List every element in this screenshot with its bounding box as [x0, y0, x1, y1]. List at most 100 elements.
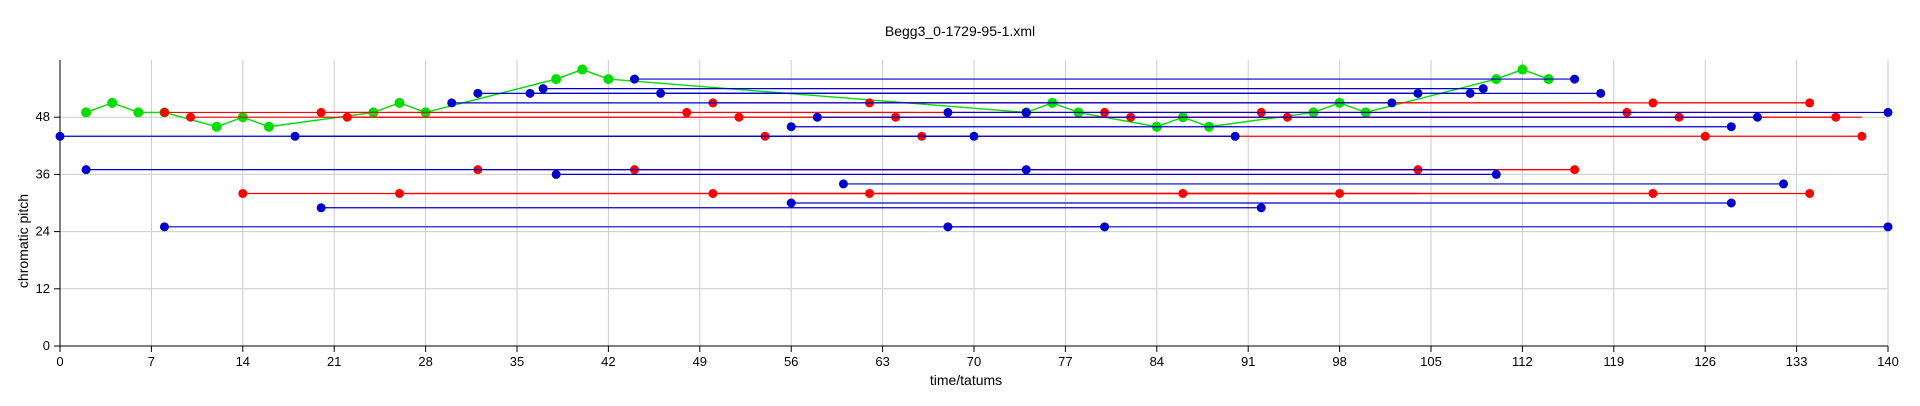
axes — [54, 60, 1889, 352]
note-point-red — [1178, 188, 1188, 198]
note-point-blue — [656, 88, 666, 98]
note-point-blue — [1021, 107, 1031, 117]
note-point-blue — [786, 122, 796, 132]
note-point-blue — [55, 131, 65, 141]
note-point-red — [734, 112, 744, 122]
note-point-blue — [1465, 88, 1475, 98]
series-blue — [55, 74, 1893, 232]
tick-labels: 0 7 14 21 28 35 42 49 56 63 70 77 84 91 98 105 112 119 126… — [36, 109, 1899, 369]
note-point-green — [577, 64, 588, 75]
note-point-blue — [1491, 169, 1501, 179]
note-point-blue — [538, 84, 548, 94]
note-point-blue — [1230, 131, 1240, 141]
note-point-blue — [551, 169, 561, 179]
note-point-green — [603, 74, 614, 85]
x-tick-label: 0 — [56, 354, 63, 369]
note-point-green — [133, 107, 144, 118]
x-tick-label: 42 — [601, 354, 615, 369]
note-point-blue — [1413, 88, 1423, 98]
x-tick-label: 70 — [967, 354, 981, 369]
note-point-blue — [1883, 107, 1893, 117]
note-point-red — [159, 107, 169, 117]
note-point-blue — [1596, 88, 1606, 98]
x-tick-label: 56 — [784, 354, 798, 369]
note-point-red — [1648, 188, 1658, 198]
chart-title: Begg3_0-1729-95-1.xml — [885, 23, 1035, 39]
note-point-blue — [1726, 122, 1736, 132]
note-point-red — [1805, 188, 1815, 198]
note-point-blue — [1726, 198, 1736, 208]
note-point-red — [1570, 165, 1580, 175]
note-point-red — [1805, 98, 1815, 108]
x-tick-label: 119 — [1603, 354, 1624, 369]
x-tick-label: 98 — [1332, 354, 1346, 369]
x-tick-label: 91 — [1241, 354, 1255, 369]
note-point-blue — [1883, 222, 1893, 232]
note-point-blue — [1387, 98, 1397, 108]
x-tick-label: 84 — [1150, 354, 1164, 369]
note-point-green — [263, 121, 274, 132]
y-tick-label: 12 — [36, 281, 50, 296]
note-point-red — [1335, 188, 1345, 198]
note-point-red — [1857, 131, 1867, 141]
note-point-blue — [812, 112, 822, 122]
note-point-red — [238, 188, 248, 198]
x-tick-label: 77 — [1058, 354, 1072, 369]
note-point-red — [342, 112, 352, 122]
note-point-blue — [1570, 74, 1580, 84]
x-tick-label: 133 — [1786, 354, 1808, 369]
note-point-blue — [786, 198, 796, 208]
note-point-blue — [290, 131, 300, 141]
x-tick-label: 35 — [510, 354, 524, 369]
note-point-blue — [159, 222, 169, 232]
note-point-blue — [1100, 222, 1110, 232]
note-point-blue — [943, 222, 953, 232]
note-point-red — [1648, 98, 1658, 108]
note-point-red — [186, 112, 196, 122]
note-point-blue — [473, 88, 483, 98]
y-tick-label: 48 — [36, 109, 50, 124]
note-point-red — [682, 107, 692, 117]
series-layer — [55, 64, 1893, 232]
x-tick-label: 21 — [327, 354, 341, 369]
note-point-blue — [943, 107, 953, 117]
y-tick-label: 24 — [36, 224, 50, 239]
note-point-blue — [1752, 112, 1762, 122]
note-point-red — [316, 107, 326, 117]
note-point-green — [394, 97, 405, 108]
note-point-blue — [81, 165, 91, 175]
note-point-blue — [1478, 84, 1488, 94]
note-point-green — [81, 107, 92, 118]
note-point-red — [394, 188, 404, 198]
note-point-blue — [630, 74, 640, 84]
note-point-blue — [316, 203, 326, 213]
note-point-blue — [838, 179, 848, 189]
x-tick-label: 63 — [875, 354, 889, 369]
y-tick-label: 36 — [36, 166, 50, 181]
note-point-green — [1517, 64, 1528, 75]
x-tick-label: 7 — [148, 354, 155, 369]
x-tick-label: 126 — [1694, 354, 1716, 369]
x-tick-label: 28 — [418, 354, 432, 369]
note-point-red — [708, 188, 718, 198]
x-tick-label: 105 — [1420, 354, 1442, 369]
x-tick-label: 14 — [236, 354, 250, 369]
note-point-blue — [1779, 179, 1789, 189]
x-tick-label: 49 — [693, 354, 707, 369]
y-axis-label: chromatic pitch — [15, 194, 31, 288]
note-point-blue — [447, 98, 457, 108]
x-tick-label: 112 — [1512, 354, 1533, 369]
note-point-green — [551, 74, 562, 85]
note-point-red — [1831, 112, 1841, 122]
note-point-red — [865, 188, 875, 198]
note-point-blue — [969, 131, 979, 141]
note-point-blue — [525, 88, 535, 98]
note-point-green — [211, 121, 222, 132]
note-point-red — [1700, 131, 1710, 141]
note-point-green — [107, 97, 118, 108]
series-red — [159, 98, 1867, 198]
x-tick-label: 140 — [1877, 354, 1899, 369]
x-axis-label: time/tatums — [930, 372, 1002, 388]
